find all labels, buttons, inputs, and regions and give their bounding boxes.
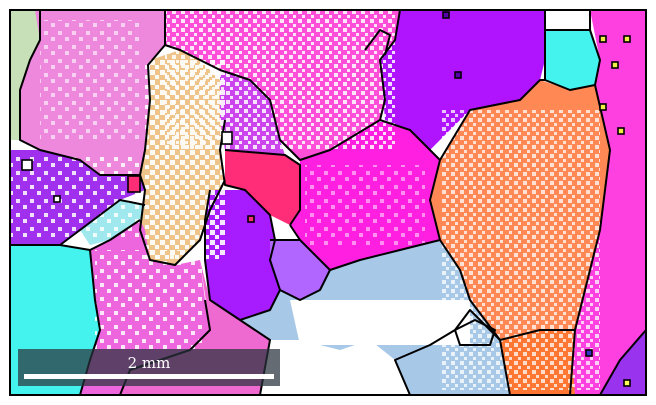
boundary-8 bbox=[544, 79, 596, 91]
grain-violet-top bbox=[380, 10, 545, 150]
speckle-magenta-center bbox=[305, 165, 425, 245]
speckle-pink-bottom bbox=[95, 250, 205, 350]
boundary-6 bbox=[545, 29, 611, 396]
boundary-12 bbox=[270, 224, 301, 241]
speckle-peach bbox=[145, 60, 225, 260]
boundary-22 bbox=[499, 329, 575, 341]
noise-speckles bbox=[10, 10, 600, 390]
boundary-16 bbox=[89, 219, 141, 251]
island-13 bbox=[623, 379, 631, 387]
scale-bar-line bbox=[24, 374, 274, 379]
boundary-3 bbox=[164, 44, 441, 161]
boundary-9 bbox=[224, 149, 301, 226]
grain-cyan-top-right bbox=[545, 30, 600, 90]
boundary-14 bbox=[10, 199, 146, 246]
island-10 bbox=[21, 159, 33, 171]
map-frame bbox=[9, 9, 647, 396]
boundary-20 bbox=[454, 319, 496, 346]
small-grain-islands bbox=[21, 11, 631, 387]
boundary-11 bbox=[299, 239, 441, 271]
boundary-23 bbox=[364, 29, 391, 56]
boundary-1 bbox=[19, 10, 140, 176]
boundary-5 bbox=[429, 10, 546, 396]
grain-white-patch bbox=[290, 300, 470, 345]
island-2 bbox=[442, 11, 450, 19]
boundary-2 bbox=[139, 10, 226, 266]
scale-bar: 2 mm bbox=[18, 349, 280, 386]
grain-rose bbox=[225, 150, 300, 225]
island-12 bbox=[585, 349, 593, 357]
island-4 bbox=[623, 35, 631, 43]
island-6 bbox=[599, 103, 607, 111]
boundary-4 bbox=[379, 9, 401, 121]
island-9 bbox=[247, 215, 255, 223]
grain-boundaries bbox=[10, 9, 647, 396]
island-7 bbox=[617, 127, 625, 135]
boundary-19 bbox=[394, 309, 501, 396]
boundary-10 bbox=[204, 119, 281, 321]
island-14 bbox=[221, 131, 233, 145]
grain-bottom-right-violet bbox=[600, 330, 646, 395]
boundary-13 bbox=[279, 269, 331, 301]
island-1 bbox=[454, 71, 462, 79]
island-5 bbox=[611, 61, 619, 69]
speckle-orange bbox=[440, 110, 600, 390]
island-8 bbox=[53, 195, 61, 203]
speckle-top-left bbox=[40, 20, 140, 140]
scale-bar-label: 2 mm bbox=[127, 354, 171, 372]
island-3 bbox=[599, 35, 607, 43]
boundary-21 bbox=[599, 329, 647, 396]
island-11 bbox=[127, 175, 141, 193]
